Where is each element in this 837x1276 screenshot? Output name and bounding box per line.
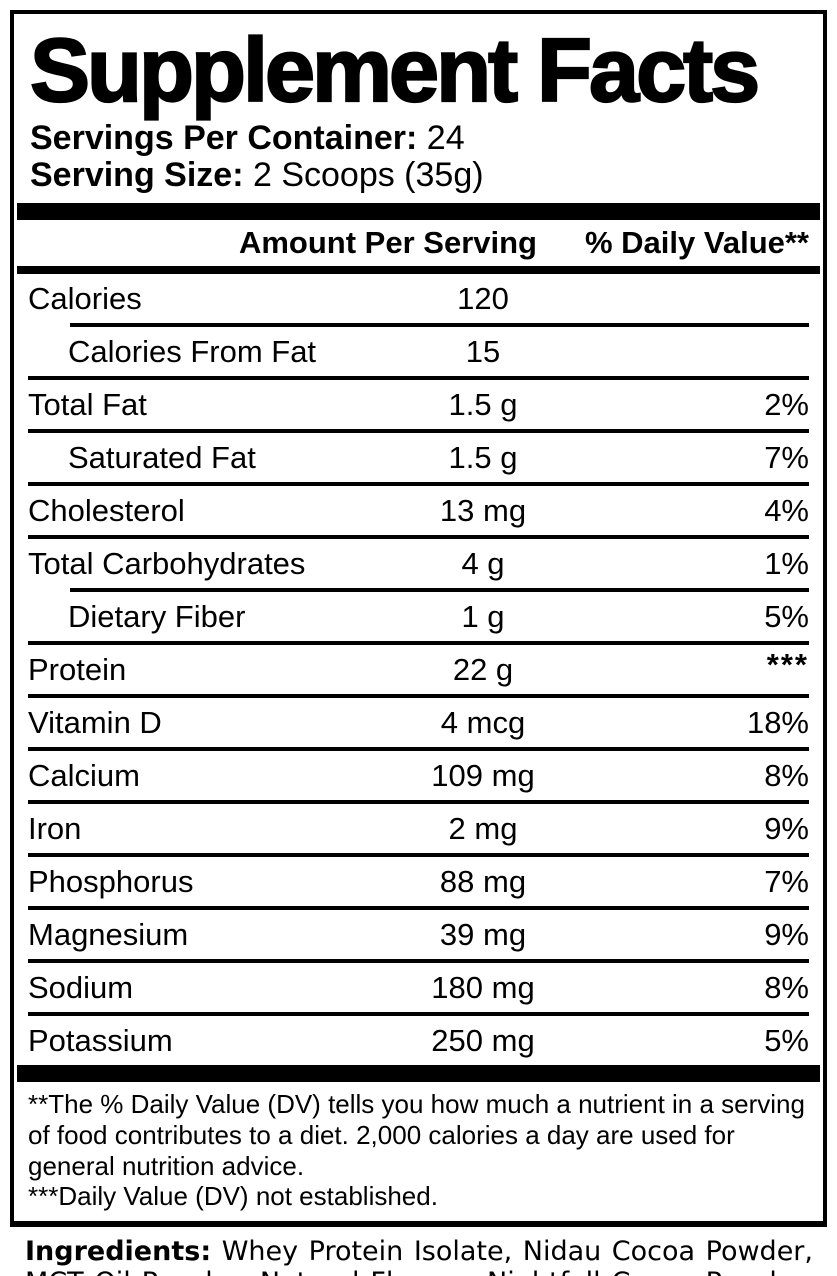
nutrient-row: Potassium 250 mg 5% [28, 1016, 809, 1065]
nutrient-row: Total Fat 1.5 g 2% [28, 380, 809, 429]
nutrient-amount: 39 mg [439, 916, 527, 952]
nutrient-name: Calcium [28, 757, 140, 793]
ingredients-section: Ingredients: Whey Protein Isolate, Nidau… [25, 1236, 813, 1276]
not-established-footnote: ***Daily Value (DV) not established. [28, 1181, 438, 1212]
nutrient-amount: 1.5 g [448, 386, 518, 422]
nutrient-daily-value: 7% [764, 863, 809, 899]
row-divider [70, 323, 809, 328]
nutrient-amount: 1 g [461, 598, 505, 634]
nutrient-amount: 180 mg [431, 969, 535, 1005]
nutrient-name: Magnesium [28, 916, 189, 952]
nutrient-daily-value: 1% [764, 545, 809, 581]
ingredients-line: Ingredients: Whey Protein Isolate, Nidau… [25, 1236, 813, 1276]
thick-separator-top [17, 203, 820, 221]
panel-title: Supplement Facts [29, 21, 761, 121]
nutrient-name: Saturated Fat [68, 439, 256, 475]
row-divider [28, 800, 809, 805]
nutrient-amount: 1.5 g [448, 439, 518, 475]
nutrient-row: Protein 22 g *** [28, 645, 809, 694]
nutrient-daily-value: 18% [746, 704, 809, 740]
nutrient-amount: 13 mg [439, 492, 527, 528]
row-divider [28, 906, 809, 911]
row-divider [28, 1012, 809, 1017]
nutrient-row: Saturated Fat 1.5 g 7% [28, 433, 809, 482]
nutrient-name: Total Fat [28, 386, 147, 422]
servings-per-container-label: Servings Per Container: [30, 119, 418, 157]
nutrient-daily-value: *** [766, 647, 809, 683]
amount-per-serving-header: Amount Per Serving [238, 225, 537, 261]
row-divider [28, 376, 809, 381]
nutrient-daily-value: 9% [764, 810, 809, 846]
nutrient-daily-value: 5% [764, 1022, 809, 1058]
row-divider [28, 641, 809, 646]
nutrient-amount: 4 g [461, 545, 505, 581]
nutrient-name: Vitamin D [28, 704, 162, 740]
nutrient-daily-value: 8% [764, 757, 809, 793]
row-divider [28, 959, 809, 964]
nutrient-daily-value: 9% [764, 916, 809, 952]
nutrient-amount: 2 mg [448, 810, 518, 846]
servings-per-container-line: Servings Per Container: 24 [28, 120, 809, 157]
table-header-row: Amount Per Serving % Daily Value** [28, 220, 809, 266]
nutrient-daily-value: 7% [764, 439, 809, 475]
nutrient-amount: 4 mcg [440, 704, 526, 740]
nutrient-name: Total Carbohydrates [28, 545, 306, 581]
nutrient-row: Phosphorus 88 mg 7% [28, 857, 809, 906]
nutrient-amount: 120 [457, 280, 509, 316]
nutrient-amount: 250 mg [431, 1022, 535, 1058]
row-divider [28, 694, 809, 699]
nutrient-daily-value: 2% [764, 386, 809, 422]
nutrient-name: Phosphorus [28, 863, 194, 899]
nutrient-name: Calories [28, 280, 142, 316]
daily-value-header: % Daily Value** [584, 225, 809, 261]
nutrient-row: Magnesium 39 mg 9% [28, 910, 809, 959]
nutrient-name: Iron [28, 810, 82, 846]
nutrient-name: Sodium [28, 969, 134, 1005]
nutrient-name: Protein [28, 651, 127, 687]
nutrient-row: Sodium 180 mg 8% [28, 963, 809, 1012]
serving-size-value: 2 Scoops (35g) [252, 155, 484, 194]
servings-per-container-value: 24 [426, 119, 465, 157]
row-divider [28, 535, 809, 540]
nutrient-amount: 109 mg [431, 757, 535, 793]
row-divider [28, 429, 809, 434]
row-divider [28, 853, 809, 858]
nutrient-row: Calories From Fat 15 [28, 327, 809, 376]
nutrient-name: Cholesterol [28, 492, 185, 528]
thick-separator-header [17, 266, 820, 275]
supplement-facts-panel: Supplement Facts Servings Per Container:… [10, 10, 827, 1228]
footnotes: **The % Daily Value (DV) tells you how m… [28, 1082, 809, 1221]
ingredients-text: Whey Protein Isolate, Nidau Cocoa Powder… [25, 1236, 813, 1276]
nutrient-amount: 15 [465, 333, 501, 369]
nutrient-row: Cholesterol 13 mg 4% [28, 486, 809, 535]
nutrient-name: Potassium [28, 1022, 173, 1058]
nutrient-daily-value: 4% [764, 492, 809, 528]
nutrient-daily-value: 5% [764, 598, 809, 634]
daily-value-footnote: **The % Daily Value (DV) tells you how m… [28, 1089, 805, 1181]
nutrient-amount: 88 mg [439, 863, 527, 899]
nutrient-name: Dietary Fiber [68, 598, 246, 634]
row-divider [28, 482, 809, 487]
nutrient-row: Dietary Fiber 1 g 5% [28, 592, 809, 641]
nutrient-row: Vitamin D 4 mcg 18% [28, 698, 809, 747]
nutrient-row: Total Carbohydrates 4 g 1% [28, 539, 809, 588]
serving-size-label: Serving Size: [30, 155, 244, 194]
row-divider [28, 747, 809, 752]
nutrient-row: Calcium 109 mg 8% [28, 751, 809, 800]
row-divider [70, 588, 809, 593]
nutrient-daily-value: 8% [764, 969, 809, 1005]
nutrient-table: Calories 120 Calories From Fat 15 Total Fat 1… [28, 274, 809, 1065]
serving-size-line: Serving Size: 2 Scoops (35g) [28, 155, 809, 194]
nutrient-name: Calories From Fat [68, 333, 317, 369]
nutrient-row: Iron 2 mg 9% [28, 804, 809, 853]
ingredients-label: Ingredients: [25, 1236, 212, 1268]
nutrient-amount: 22 g [452, 651, 514, 687]
nutrient-row: Calories 120 [28, 274, 809, 323]
thick-separator-bottom [17, 1065, 820, 1083]
